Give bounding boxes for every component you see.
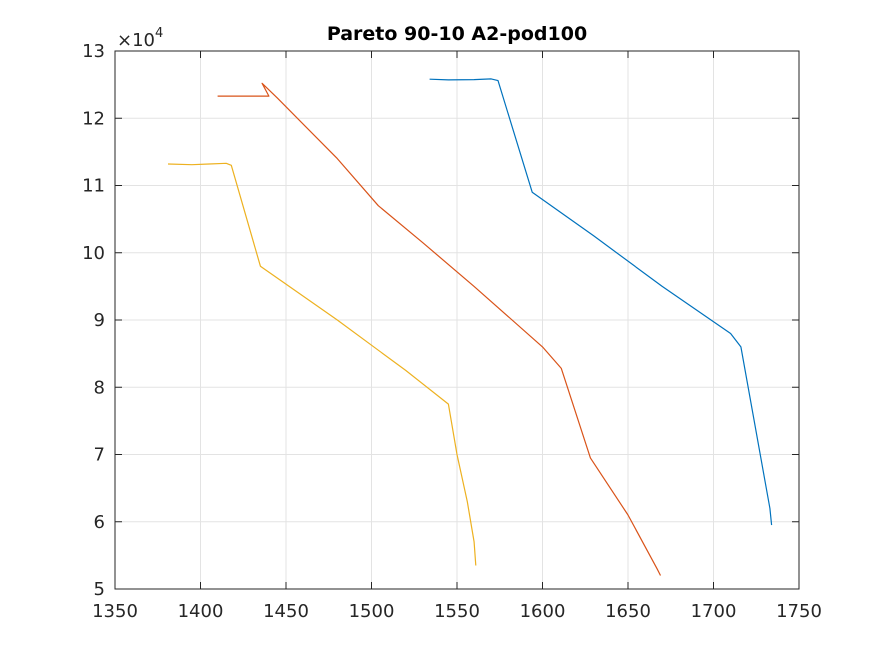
y-exponent-base: ×10 [117,30,155,51]
x-tick-label: 1350 [92,601,138,622]
y-exponent-power: 4 [155,26,163,41]
series-group [167,78,773,576]
x-tick-label: 1600 [520,601,566,622]
y-tick-label: 8 [94,377,105,398]
y-exponent-label: ×104 [117,26,163,51]
tick-labels: 1350 1400 1450 1500 1550 1600 1650 1700 1750 5 6 7 8… [82,41,822,622]
y-tick-label: 10 [82,243,105,264]
ticks [114,50,800,590]
x-tick-label: 1700 [691,601,737,622]
x-tick-label: 1400 [178,601,224,622]
y-tick-label: 12 [82,108,105,129]
x-tick-label: 1500 [349,601,395,622]
series-line-2 [217,82,662,576]
x-tick-label: 1450 [263,601,309,622]
y-tick-label: 11 [82,176,105,197]
series-line-1 [429,78,773,526]
y-tick-label: 9 [94,310,105,331]
series-line-3 [167,162,477,566]
x-tick-label: 1550 [434,601,480,622]
x-tick-label: 1750 [776,601,822,622]
x-tick-label: 1650 [605,601,651,622]
y-tick-label: 5 [94,579,105,600]
y-tick-label: 13 [82,41,105,62]
chart-title: Pareto 90-10 A2-pod100 [327,23,587,45]
y-tick-label: 7 [94,445,105,466]
y-tick-label: 6 [94,512,105,533]
